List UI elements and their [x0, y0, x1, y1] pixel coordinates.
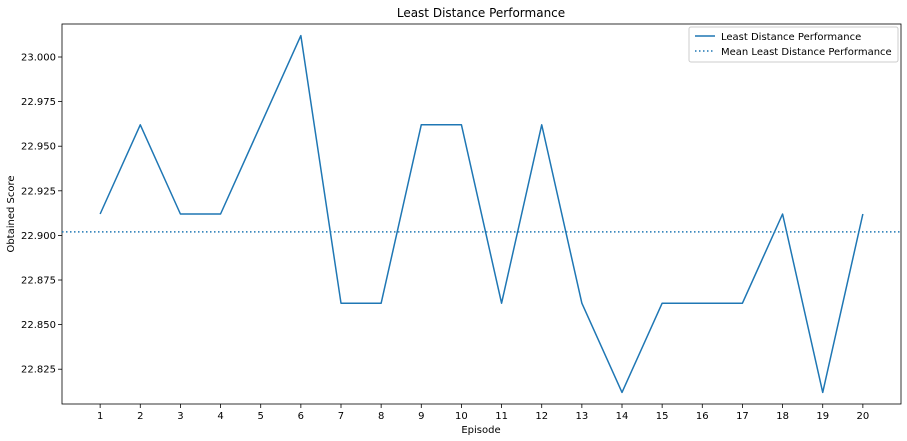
data-point	[100, 214, 101, 215]
x-axis-label: Episode	[461, 425, 500, 436]
legend-entry-mean-least-distance: Mean Least Distance Performance	[721, 47, 892, 58]
data-point	[822, 392, 823, 393]
data-point	[260, 124, 261, 125]
y-tick-label: 22.900	[21, 231, 56, 242]
y-axis-label: Obtained Score	[6, 175, 17, 252]
data-point	[622, 392, 623, 393]
data-point	[180, 214, 181, 215]
x-tick-label: 19	[816, 411, 829, 422]
x-tick-label: 10	[455, 411, 468, 422]
x-tick-label: 18	[776, 411, 789, 422]
x-tick-label: 7	[338, 411, 344, 422]
legend: Least Distance Performance Mean Least Di…	[688, 26, 899, 63]
data-point	[140, 124, 141, 125]
x-tick-label: 3	[177, 411, 183, 422]
data-point	[300, 35, 301, 36]
y-tick-label: 22.850	[21, 320, 56, 331]
x-tick-label: 8	[378, 411, 384, 422]
y-tick-label: 22.875	[21, 276, 56, 287]
series-line-least-distance	[99, 34, 864, 394]
data-point	[702, 303, 703, 304]
data-point	[501, 303, 502, 304]
data-point	[461, 124, 462, 125]
y-tick-label: 22.825	[21, 365, 56, 376]
data-point	[541, 124, 542, 125]
y-tick-label: 22.950	[21, 142, 56, 153]
x-tick-label: 4	[217, 411, 223, 422]
legend-frame	[688, 26, 899, 63]
data-point	[742, 303, 743, 304]
x-tick-label: 14	[616, 411, 629, 422]
x-tick-label: 2	[137, 411, 143, 422]
data-point	[421, 124, 422, 125]
plot-frame	[61, 23, 902, 405]
x-tick-label: 15	[656, 411, 669, 422]
x-tick-label: 11	[495, 411, 508, 422]
x-tick-label: 9	[418, 411, 424, 422]
data-point	[381, 303, 382, 304]
x-tick-label: 13	[575, 411, 588, 422]
x-tick-label: 17	[736, 411, 749, 422]
data-point	[581, 303, 582, 304]
y-tick-label: 22.975	[21, 97, 56, 108]
x-tick-label: 16	[696, 411, 709, 422]
x-tick-label: 20	[856, 411, 869, 422]
plot-area: 1 2 3 4 5 6 7 8 9 10 11 12 13 14 15 16 17 18 19 2022.82522.…	[21, 23, 902, 422]
y-tick-label: 22.925	[21, 186, 56, 197]
x-tick-label: 1	[97, 411, 103, 422]
x-tick-label: 5	[258, 411, 264, 422]
x-tick-label: 6	[298, 411, 304, 422]
data-point	[662, 303, 663, 304]
chart-title: Least Distance Performance	[397, 6, 565, 20]
data-point	[220, 214, 221, 215]
data-point	[340, 303, 341, 304]
data-point	[862, 214, 863, 215]
y-tick-label: 23.000	[21, 53, 56, 64]
x-tick-label: 12	[535, 411, 548, 422]
legend-entry-least-distance: Least Distance Performance	[721, 32, 861, 43]
data-point	[782, 214, 783, 215]
